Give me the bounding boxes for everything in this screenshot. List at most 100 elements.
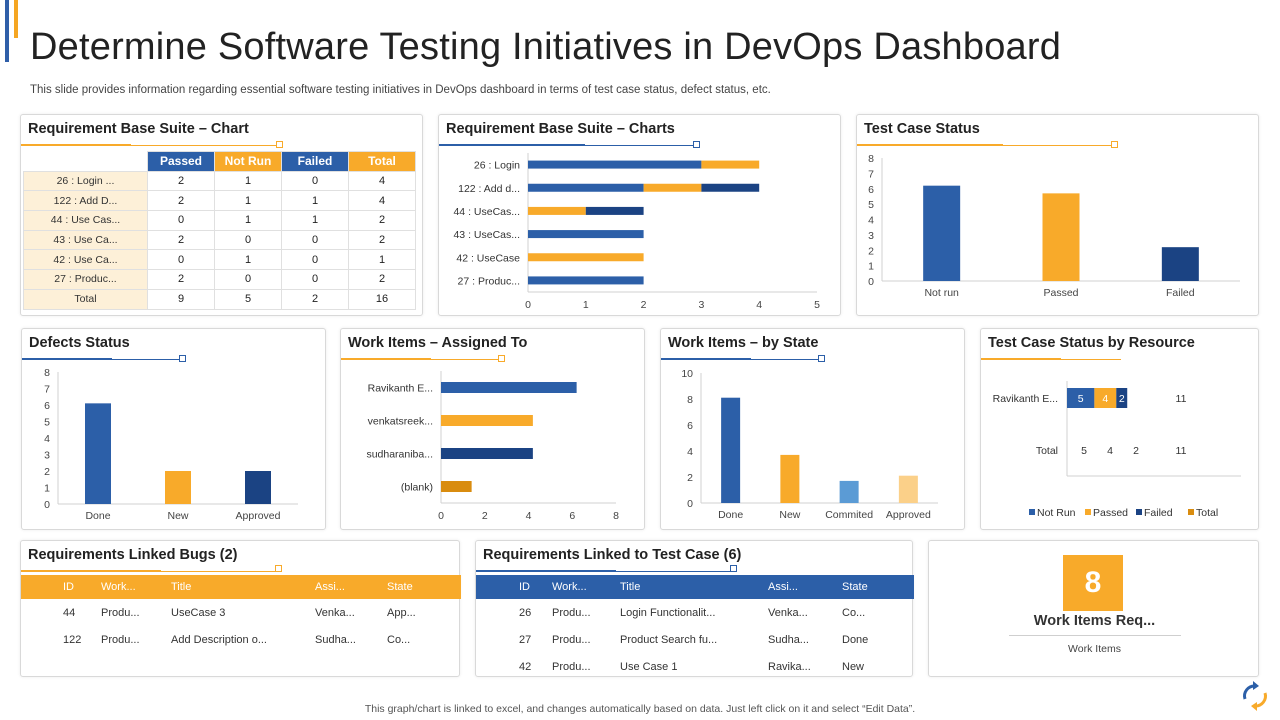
resize-handle[interactable]: [275, 565, 282, 572]
bar-segment[interactable]: [701, 160, 760, 169]
bar[interactable]: [839, 480, 859, 503]
bar-segment[interactable]: [1094, 388, 1117, 408]
bar[interactable]: [441, 448, 533, 459]
table-cell: Produ...: [101, 606, 140, 619]
bar-segment[interactable]: [528, 230, 644, 239]
test-case-resource-panel[interactable]: Test Case Status by Resource Ravikanth E…: [980, 328, 1259, 530]
work-items-assigned-panel[interactable]: Work Items – Assigned To 0 2 4 6 8 Ravikanth …: [340, 328, 645, 530]
table-cell: 0: [147, 249, 215, 271]
col-title: Title: [620, 581, 641, 593]
legend-label: Total: [1196, 507, 1218, 519]
bar[interactable]: [1161, 247, 1199, 281]
panel-underline-thin: [1061, 359, 1121, 360]
work-items-state-panel[interactable]: Work Items – by State 0 2 4 6 8 10 Done New Comm…: [660, 328, 965, 530]
bar[interactable]: [85, 403, 111, 504]
bar-segment[interactable]: [528, 183, 644, 192]
x-tick-label: 6: [569, 510, 575, 522]
resize-handle[interactable]: [179, 355, 186, 362]
resize-handle[interactable]: [818, 355, 825, 362]
bar-segment[interactable]: [528, 160, 702, 169]
table-cell: 1: [214, 210, 282, 231]
bar-segment[interactable]: [585, 206, 644, 215]
test-case-status-panel[interactable]: Test Case Status 0 1 2 3 4 5 6 7 8 Not run Passed F…: [856, 114, 1259, 316]
y-tick-label: 8: [44, 367, 50, 379]
resize-handle[interactable]: [693, 141, 700, 148]
resize-handle[interactable]: [730, 565, 737, 572]
x-tick-label: 0: [525, 299, 531, 311]
y-tick-label: 1: [868, 261, 874, 273]
table-cell: Login Functionalit...: [620, 606, 716, 619]
bar[interactable]: [441, 382, 577, 393]
linked-bugs-panel[interactable]: Requirements Linked Bugs (2) ID Work... …: [20, 540, 461, 677]
panel-title: Test Case Status: [864, 121, 980, 137]
table-cell: Produ...: [552, 660, 591, 673]
y-tick-label: 1: [44, 483, 50, 495]
table-row: Total 9 5 2 16: [23, 288, 416, 310]
x-tick-label: 4: [526, 510, 532, 522]
x-tick-label: 5: [814, 299, 820, 311]
work-items-assigned-chart: 0 2 4 6 8 Ravikanth E... venkatsreek... sudhara…: [366, 371, 619, 522]
legend-label: Passed: [1093, 507, 1128, 519]
bar[interactable]: [245, 471, 271, 504]
y-tick-label: 0: [687, 498, 693, 510]
panel-underline: [341, 358, 431, 360]
work-items-kpi-panel[interactable]: 8 Work Items Req... Work Items: [928, 540, 1259, 677]
x-tick-label: 4: [756, 299, 762, 311]
table-row[interactable]: 42 Produ... Use Case 1 Ravika... New: [476, 653, 914, 680]
table-row[interactable]: 44 Produ... UseCase 3 Venka... App...: [21, 599, 461, 626]
refresh-cycle-icon[interactable]: [1236, 677, 1274, 715]
table-row: 44 : Use Cas... 0 1 1 2: [23, 210, 416, 231]
table-row: 42 : Use Ca... 0 1 0 1: [23, 249, 416, 271]
y-tick-label: 42 : UseCase: [456, 252, 520, 264]
bar-segment[interactable]: [701, 183, 760, 192]
resize-handle[interactable]: [498, 355, 505, 362]
panel-underline-thin: [585, 145, 695, 146]
bar-segment[interactable]: [528, 206, 586, 215]
table-row[interactable]: 26 Produ... Login Functionalit... Venka... C…: [476, 599, 914, 626]
panel-title: Work Items – Assigned To: [348, 335, 528, 351]
y-tick-label: 4: [868, 215, 874, 227]
panel-title: Work Items – by State: [668, 335, 819, 351]
bar[interactable]: [441, 481, 472, 492]
bar[interactable]: [923, 185, 961, 281]
req-base-suite-chart-panel[interactable]: Requirement Base Suite – Charts 0 1 2 3 4 5 26…: [438, 114, 841, 316]
req-base-suite-table-panel[interactable]: Requirement Base Suite – Chart Passed No…: [20, 114, 423, 316]
bar[interactable]: [721, 397, 741, 503]
table-row[interactable]: 27 Produ... Product Search fu... Sudha... Do…: [476, 626, 914, 653]
y-tick-label: 6: [44, 400, 50, 412]
bar-segment[interactable]: [1067, 388, 1095, 408]
table-cell: 1: [214, 190, 282, 212]
bar-segment[interactable]: [643, 183, 702, 192]
defects-status-panel[interactable]: Defects Status 0 1 2 3 4 5 6 7 8 Done New Approved: [21, 328, 326, 530]
y-tick-label: 8: [868, 153, 874, 165]
table-cell: 1: [348, 249, 416, 271]
footer-note: This graph/chart is linked to excel, and…: [364, 703, 916, 715]
table-cell: 4: [348, 190, 416, 212]
table-row[interactable]: 122 Produ... Add Description o... Sudha... C…: [21, 626, 461, 653]
bar-segment[interactable]: [528, 253, 644, 262]
y-tick-label: 2: [687, 472, 693, 484]
table-cell: 2: [147, 190, 215, 212]
bar-segment[interactable]: [1116, 388, 1128, 408]
bar[interactable]: [1042, 193, 1080, 281]
table-cell: Product Search fu...: [620, 633, 718, 646]
bar[interactable]: [441, 415, 533, 426]
resize-handle[interactable]: [1111, 141, 1118, 148]
bar[interactable]: [898, 475, 918, 503]
table-cell: Venka...: [768, 606, 808, 619]
data-label: 5: [1081, 445, 1087, 457]
resize-handle[interactable]: [276, 141, 283, 148]
y-tick-label: 44 : UseCas...: [453, 206, 520, 218]
linked-testcase-panel[interactable]: Requirements Linked to Test Case (6) ID …: [475, 540, 914, 680]
table-cell: 2: [147, 269, 215, 290]
bar-segment[interactable]: [528, 276, 644, 285]
bar[interactable]: [780, 454, 800, 503]
table-cell: Add Description o...: [171, 633, 267, 646]
bar[interactable]: [165, 471, 191, 504]
req-base-suite-bar-chart: 0 1 2 3 4 5 26 : Login 122 : Add d... 44 : UseCa…: [453, 153, 820, 311]
table-cell: Co...: [842, 606, 866, 619]
req-base-suite-table: Passed Not Run Failed Total 26 : Login .…: [23, 151, 416, 310]
table-cell: 2: [348, 269, 416, 290]
y-tick-label: 6: [868, 184, 874, 196]
